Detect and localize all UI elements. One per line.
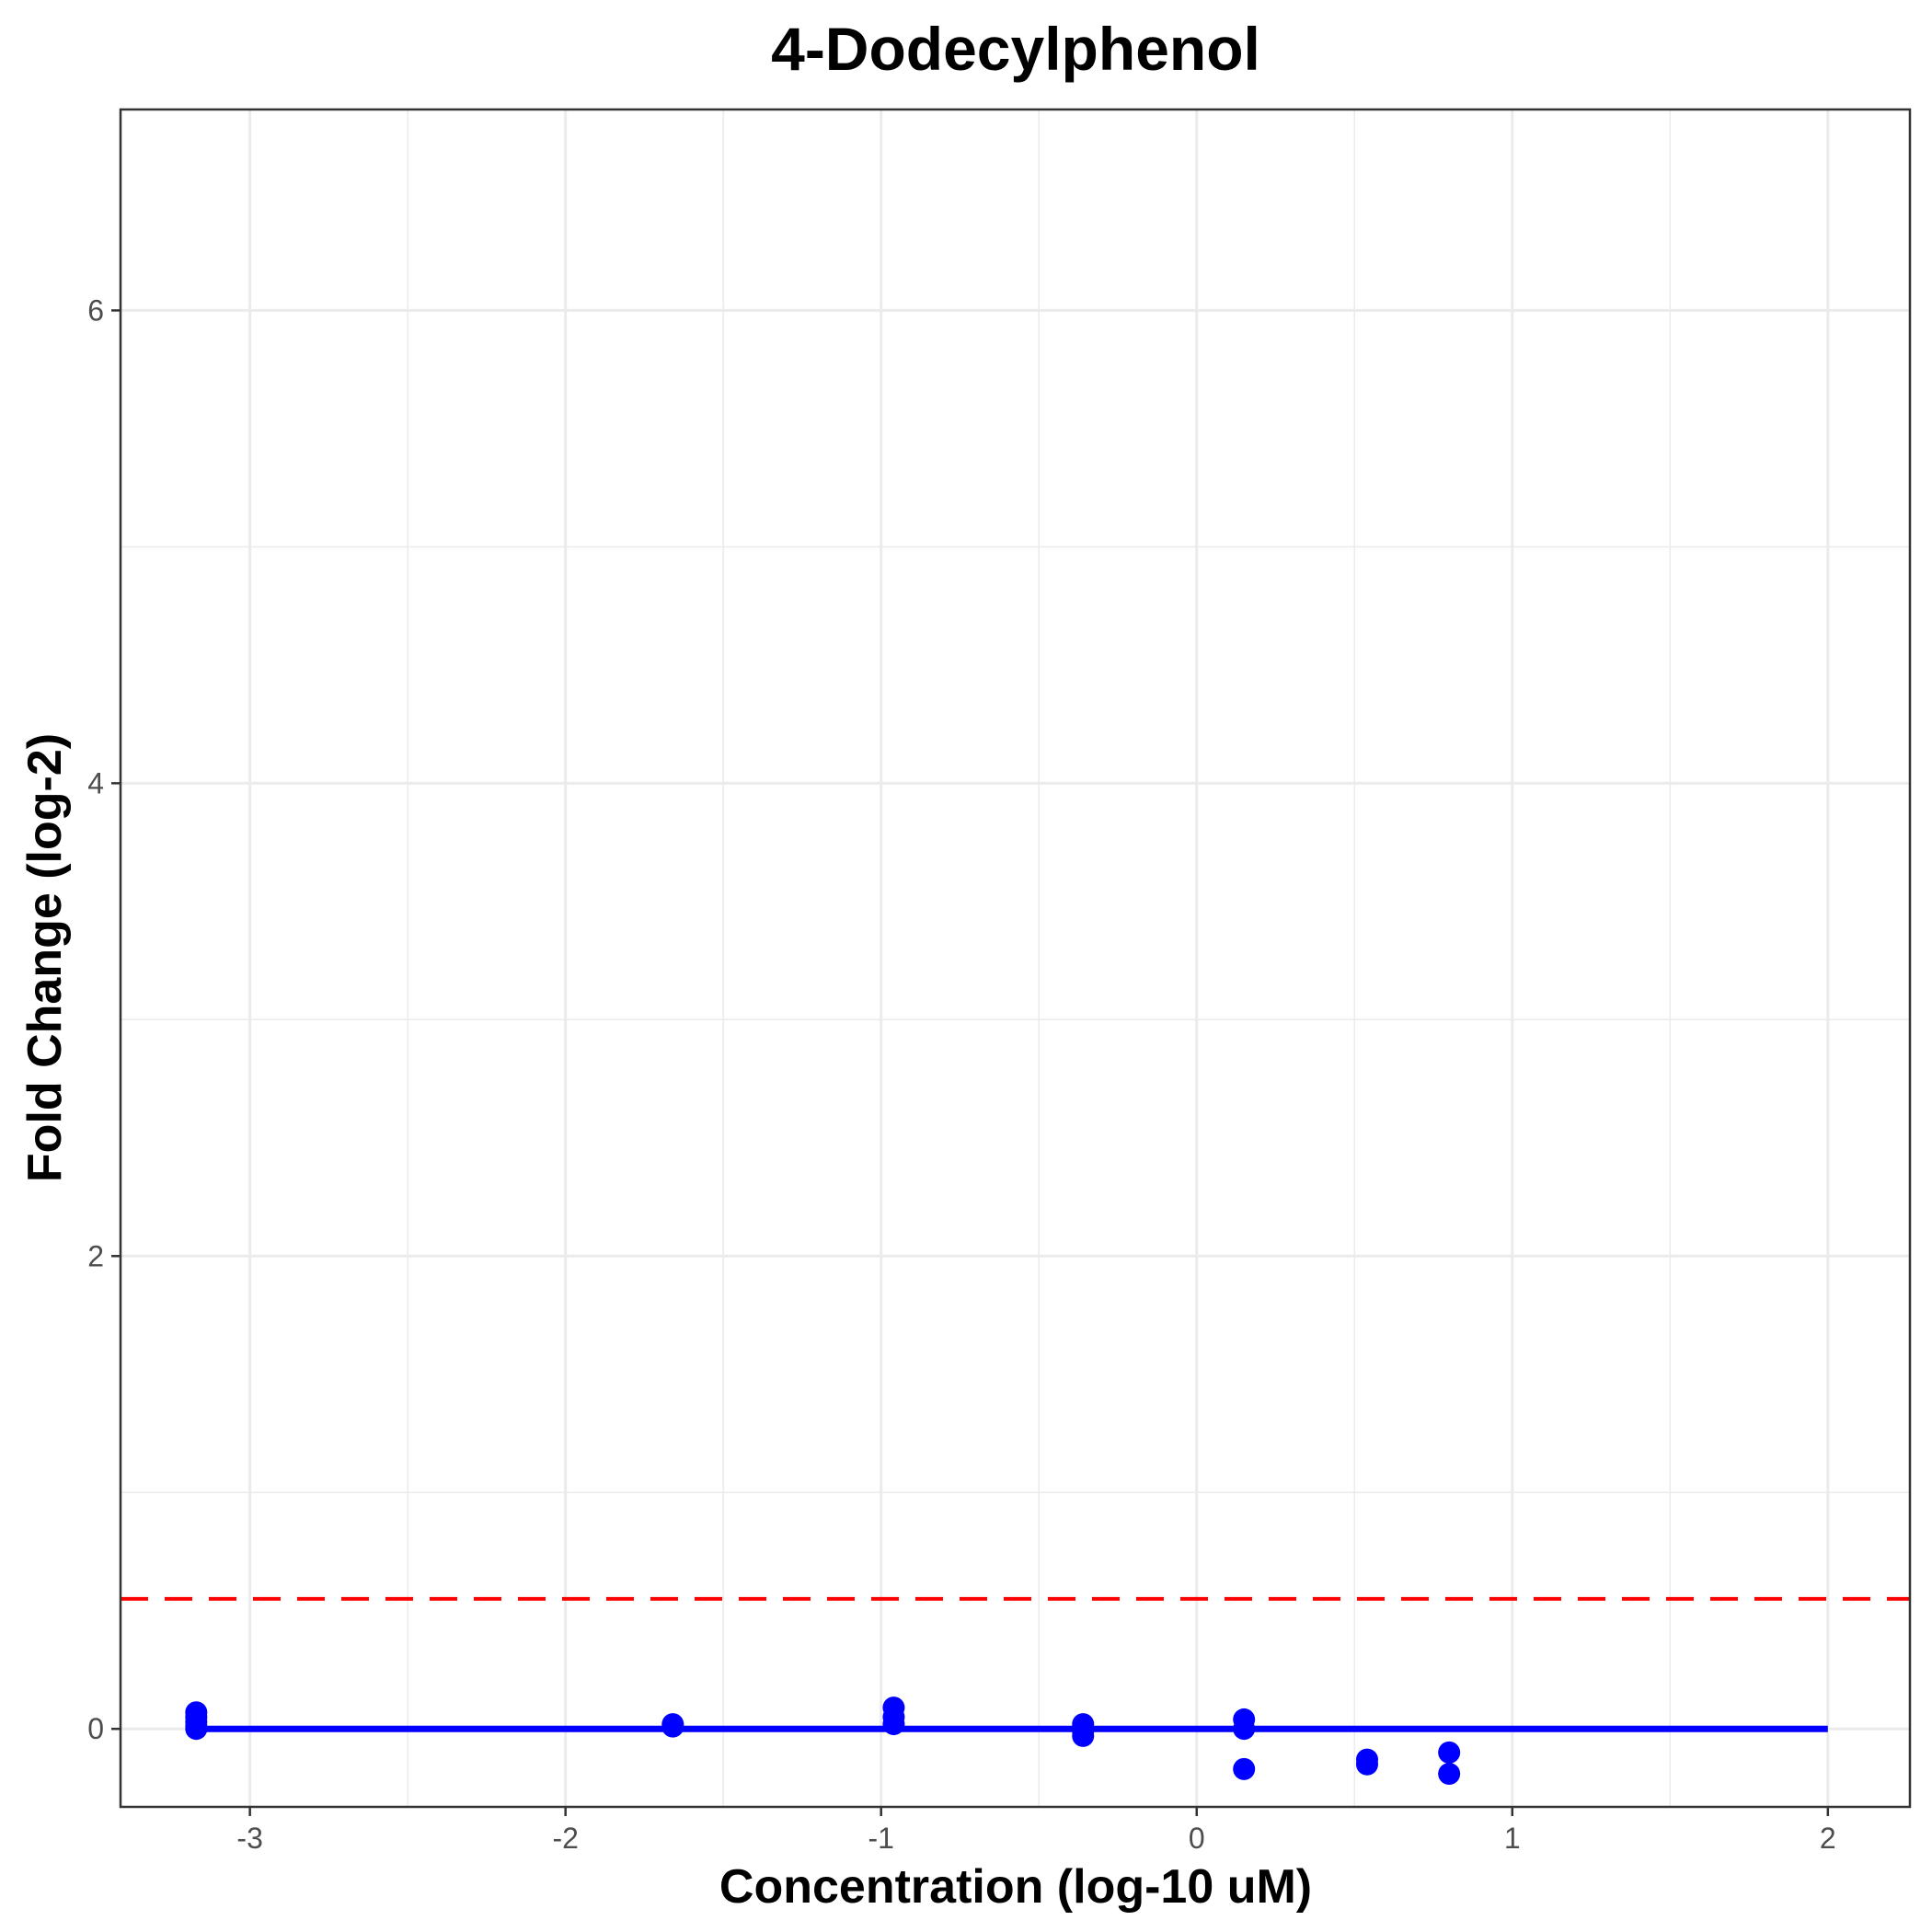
x-tick-label: -3 [236, 1822, 262, 1855]
y-tick-label: 4 [87, 766, 104, 799]
x-tick-label: -2 [552, 1822, 578, 1855]
data-point [1438, 1763, 1461, 1786]
x-tick-label: 0 [1189, 1822, 1205, 1855]
x-tick-label: 2 [1820, 1822, 1836, 1855]
chart-title: 4-Dodecylphenol [771, 15, 1260, 83]
x-tick-label: 1 [1504, 1822, 1521, 1855]
data-point [1233, 1718, 1256, 1741]
grid [121, 109, 1910, 1807]
plot-panel-border [119, 108, 1912, 1809]
x-axis-title: Concentration (log-10 uM) [719, 1860, 1312, 1914]
y-tick-label: 6 [87, 293, 104, 327]
data-point [1072, 1724, 1095, 1747]
y-tick-label: 2 [87, 1239, 104, 1272]
data-point [1438, 1741, 1461, 1764]
data-point [882, 1713, 905, 1736]
points-layer [185, 1696, 1461, 1786]
data-point [661, 1715, 684, 1738]
data-point [1233, 1757, 1256, 1780]
y-tick-label: 0 [87, 1712, 104, 1745]
data-point [1355, 1753, 1378, 1776]
axis-ticks: -3 -2 -1 0 1 2 0 2 4 6 [87, 293, 1836, 1855]
x-tick-label: -1 [868, 1822, 893, 1855]
data-point [185, 1718, 208, 1741]
y-axis-title: Fold Change (log-2) [18, 733, 72, 1182]
